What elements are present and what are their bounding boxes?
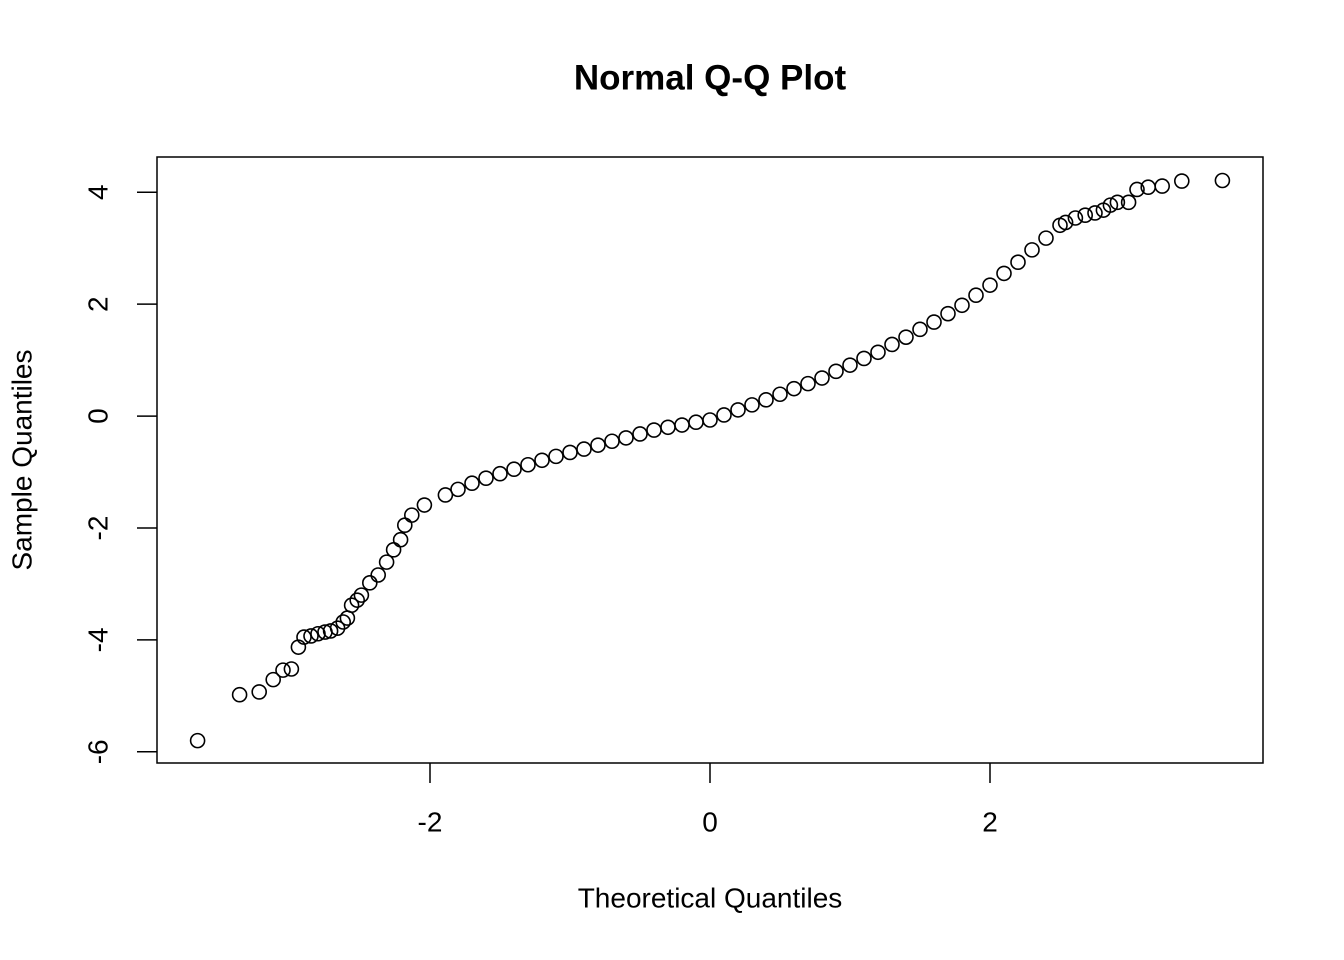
point [1067,210,1084,226]
point [772,386,788,403]
point [618,430,634,446]
point [1109,194,1126,211]
point [353,587,370,603]
point [548,448,564,465]
point [370,567,387,583]
x-tick-label: 2 [982,806,998,837]
point [660,419,676,436]
point [1102,197,1119,213]
point [283,661,300,677]
x-axis-label: Theoretical Quantiles [578,882,843,913]
point [416,497,433,513]
point [396,517,413,533]
point [800,375,816,392]
point [674,417,690,433]
y-tick-label: -6 [82,739,113,764]
point [996,265,1012,282]
point [870,344,886,361]
point [322,623,339,639]
point [275,662,291,678]
point [716,407,732,423]
point [1214,172,1231,189]
point [492,465,508,482]
point [464,475,480,492]
point [842,357,858,373]
y-axis-label: Sample Quantiles [6,349,37,570]
point [688,414,704,431]
x-tick-label: 0 [702,806,718,837]
point [702,412,718,428]
point [758,392,774,408]
point [534,452,550,469]
point [1038,230,1054,246]
y-tick-label: 2 [82,296,113,312]
point [349,592,366,608]
point [828,363,844,380]
point [343,597,360,614]
point [1120,194,1137,211]
point [814,370,830,386]
y-tick-label: -2 [82,516,113,541]
point [786,380,802,397]
y-tick-label: -4 [82,627,113,652]
point [982,277,998,293]
point [506,461,522,478]
point [392,531,409,548]
point [385,542,402,558]
point [884,336,900,353]
point [1024,242,1040,258]
point [1087,205,1103,221]
point [303,628,319,644]
point [940,305,956,322]
point [856,350,872,367]
x-tick-label: -2 [418,806,443,837]
point [1154,178,1170,194]
point [265,671,282,688]
point [1057,214,1074,231]
point [478,470,494,486]
point [450,481,466,498]
point [335,614,352,630]
point [339,610,356,626]
point [912,321,928,338]
point [576,441,592,457]
point [646,422,662,438]
point [403,507,420,523]
point [189,732,206,749]
point [590,437,606,453]
point [968,287,984,304]
point [954,297,970,314]
y-tick-label: 0 [82,408,113,424]
point [361,575,378,591]
point [378,554,395,570]
point [1174,173,1190,189]
point [730,402,746,418]
point [1129,181,1145,198]
point [520,456,536,473]
plot-frame [156,156,1264,764]
point [898,329,914,345]
point [231,686,248,703]
y-tick-label: 4 [82,184,113,200]
point [1077,207,1093,223]
point [604,433,620,450]
point [562,444,578,461]
point [744,397,760,413]
point [437,487,454,503]
point [1010,254,1026,270]
point [632,426,648,442]
point [251,684,268,700]
point [926,314,942,330]
chart-title: Normal Q-Q Plot [574,58,847,97]
